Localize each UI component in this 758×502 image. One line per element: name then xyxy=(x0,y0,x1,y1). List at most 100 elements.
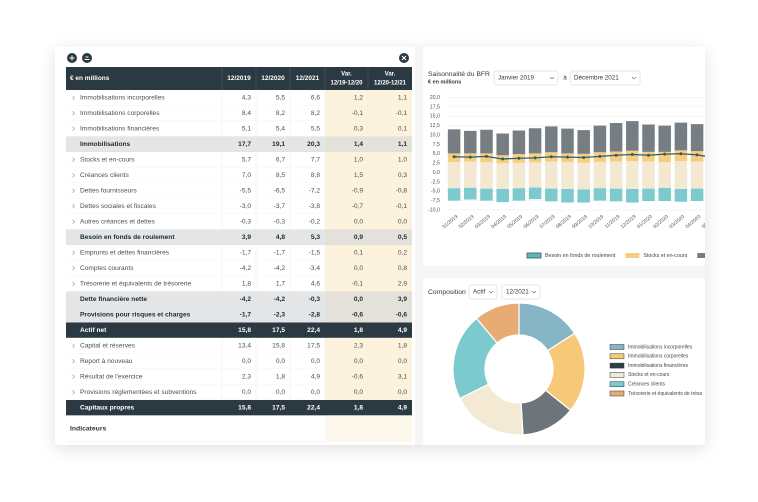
bar-segment xyxy=(609,172,623,189)
cell-value: 1,7 xyxy=(276,281,285,288)
legend-swatch xyxy=(609,390,625,397)
expand-chevron[interactable] xyxy=(72,390,75,395)
cell-value: 15,8 xyxy=(272,343,285,350)
line-point xyxy=(517,156,521,160)
row-label: Autres créances et dettes xyxy=(80,219,155,226)
cell-value: 0,2 xyxy=(398,250,407,257)
expand-chevron[interactable] xyxy=(72,250,75,255)
variation-cell-bg xyxy=(325,183,412,199)
bar-segment xyxy=(512,162,526,173)
cell-value: -0,3 xyxy=(274,219,286,226)
y-tick-label: -7,5 xyxy=(431,198,440,204)
cell-value: 2,3 xyxy=(242,374,251,381)
divider xyxy=(423,266,705,278)
expand-chevron[interactable] xyxy=(72,359,75,364)
expand-chevron[interactable] xyxy=(72,281,75,286)
bar-segment xyxy=(512,130,526,155)
legend-swatch xyxy=(609,372,625,378)
dropdown[interactable] xyxy=(569,70,641,86)
cell-value: 0,0 xyxy=(398,358,407,365)
expand-chevron[interactable] xyxy=(72,204,75,209)
header-cell: 12/2019 xyxy=(227,75,251,82)
bar-segment xyxy=(480,188,493,201)
bar-segment xyxy=(480,129,493,154)
row-label: Besoin en fonds de roulement xyxy=(80,234,175,241)
y-tick-label: 12,5 xyxy=(430,123,440,129)
bar-segment xyxy=(496,172,509,189)
dropdown[interactable] xyxy=(501,284,541,300)
y-tick-label: 7,5 xyxy=(433,142,440,148)
variation-cell-bg xyxy=(325,105,412,121)
expand-chevron[interactable] xyxy=(72,188,75,193)
bar-segment xyxy=(626,172,639,189)
bar-segment xyxy=(561,189,574,203)
expand-chevron[interactable] xyxy=(72,343,75,348)
row-label: Emprunts et dettes financières xyxy=(80,250,170,257)
bar-segment xyxy=(447,188,461,201)
expand-chevron[interactable] xyxy=(72,219,75,224)
expand-chevron[interactable] xyxy=(72,374,75,379)
bar-segment xyxy=(593,188,607,201)
chart-subtitle: € en millions xyxy=(428,79,461,85)
header-cell: 12/20-12/21 xyxy=(374,81,407,87)
cell-value: 6,7 xyxy=(276,157,285,164)
cell-value: 0,1 xyxy=(398,126,407,133)
legend-label: Stocks et en-cours xyxy=(628,372,670,378)
cell-value: -7,2 xyxy=(309,188,321,195)
expand-chevron[interactable] xyxy=(72,173,75,178)
bar-segment xyxy=(593,125,607,153)
line-point xyxy=(452,155,456,159)
cell-value: -0,7 xyxy=(352,203,364,210)
cell-value: 5,3 xyxy=(311,234,320,241)
bar-segment xyxy=(626,121,639,151)
cell-value: 4,6 xyxy=(311,281,320,288)
line-point xyxy=(598,154,602,158)
cell-value: 0,0 xyxy=(354,389,363,396)
line-point xyxy=(485,154,488,158)
bar-segment xyxy=(496,189,509,203)
cell-value: -0,1 xyxy=(352,281,364,288)
cell-value: -0,1 xyxy=(396,203,408,210)
cell-value: -3,0 xyxy=(240,203,252,210)
expand-chevron[interactable] xyxy=(72,266,75,271)
bar-segment xyxy=(626,161,639,173)
cell-value: 0,0 xyxy=(276,389,285,396)
row-label: Provisions pour risques et charges xyxy=(80,312,191,319)
bar-segment xyxy=(545,172,558,189)
cell-value: 0,0 xyxy=(242,389,251,396)
cell-value: 3,9 xyxy=(242,234,251,241)
row-label: Résultat de l'exercice xyxy=(80,374,143,381)
cell-value: 8,2 xyxy=(276,110,285,117)
cell-value: -0,3 xyxy=(309,296,321,303)
variation-cell-bg xyxy=(325,90,412,106)
cell-value: 1,4 xyxy=(354,141,363,148)
dropdown-caret xyxy=(531,290,537,294)
dropdown-caret xyxy=(631,76,637,80)
expand-chevron[interactable] xyxy=(72,111,75,116)
cell-value: 0,0 xyxy=(311,358,320,365)
bar-segment xyxy=(447,172,461,189)
y-tick-label: 10,0 xyxy=(430,132,440,138)
legend-label: Immobilisations incorporelles xyxy=(628,344,693,350)
dropdown[interactable] xyxy=(468,284,498,300)
bar-segment xyxy=(658,187,671,201)
icon-button[interactable] xyxy=(82,53,92,63)
legend-swatch xyxy=(526,252,542,259)
variation-cell-bg xyxy=(325,369,412,385)
header-cell: 12/19-12/20 xyxy=(330,81,363,87)
legend-swatch xyxy=(625,253,640,258)
cell-value: -1,7 xyxy=(274,250,286,257)
bar-segment xyxy=(658,162,671,173)
expand-chevron[interactable] xyxy=(72,95,75,100)
bar-segment xyxy=(464,172,477,188)
cell-value: 1,8 xyxy=(354,327,363,334)
dropdown[interactable] xyxy=(493,70,559,86)
cell-value: -0,6 xyxy=(396,312,408,319)
cell-value: -1,7 xyxy=(240,312,252,319)
row-label: Actif net xyxy=(80,327,107,334)
cell-value: 0,3 xyxy=(398,172,407,179)
bar-segment xyxy=(626,189,639,203)
variation-cell-bg xyxy=(325,229,412,245)
expand-chevron[interactable] xyxy=(72,157,75,162)
expand-chevron[interactable] xyxy=(72,126,75,131)
